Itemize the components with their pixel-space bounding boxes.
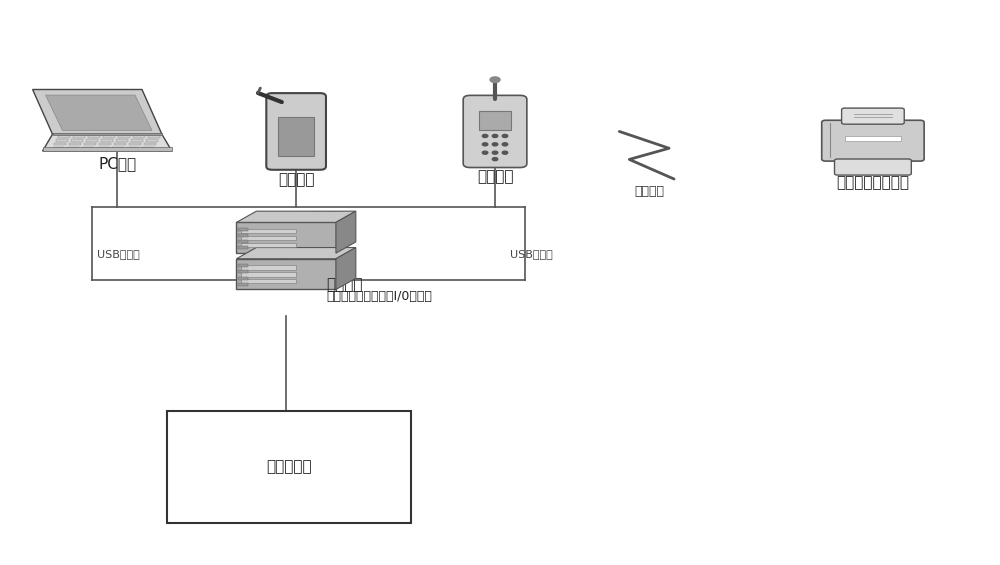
Bar [103,135,115,138]
Bar [238,234,248,237]
Bar [73,135,85,138]
Bar [144,142,156,145]
Bar [129,142,141,145]
Bar [127,146,139,149]
Bar [69,142,81,145]
Bar [238,277,248,280]
Bar [238,240,248,244]
Bar [241,243,296,247]
Bar [99,142,111,145]
Bar [67,146,79,149]
Bar [241,266,296,270]
Bar [167,411,411,523]
Bar [146,139,158,141]
Text: （含数据采集单元及I/0单元）: （含数据采集单元及I/0单元） [326,290,432,303]
Bar [86,139,98,141]
FancyBboxPatch shape [822,120,924,161]
Bar [118,135,130,138]
Bar [58,135,70,138]
Bar [241,279,296,283]
Bar [101,139,113,141]
Bar [71,139,83,141]
Bar [238,228,248,231]
Bar [116,139,128,141]
Polygon shape [336,247,356,289]
Circle shape [502,151,508,154]
Text: USB数据线: USB数据线 [97,249,140,259]
FancyBboxPatch shape [266,93,326,170]
Text: 控制系统: 控制系统 [326,277,362,292]
Circle shape [482,134,488,137]
Circle shape [502,143,508,146]
Bar [236,223,336,253]
Bar [845,136,901,141]
Bar [133,135,145,138]
Text: USB数据线: USB数据线 [510,249,553,259]
Bar [142,146,154,149]
Circle shape [492,134,498,137]
Bar [479,111,511,130]
Bar [278,118,314,156]
Bar [131,139,143,141]
Bar [53,146,64,149]
Bar [241,229,296,233]
Polygon shape [43,134,172,151]
Circle shape [492,158,498,160]
Text: 打印、传真一体机: 打印、传真一体机 [836,175,909,190]
Polygon shape [53,133,162,136]
Bar [56,139,68,141]
Text: 平板终端: 平板终端 [278,172,314,187]
Bar [112,146,124,149]
Text: PC终端: PC终端 [98,157,136,172]
Polygon shape [43,147,172,151]
Polygon shape [46,95,152,131]
Circle shape [492,143,498,146]
Bar [148,135,160,138]
Bar [238,246,248,249]
Bar [238,271,248,273]
Circle shape [482,151,488,154]
Polygon shape [236,247,356,259]
Bar [88,135,100,138]
FancyBboxPatch shape [835,159,911,175]
Bar [241,272,296,277]
Bar [241,236,296,240]
Polygon shape [236,211,356,223]
Bar [84,142,96,145]
Text: 压力校验台: 压力校验台 [266,459,311,475]
Bar [54,142,66,145]
Circle shape [492,151,498,154]
FancyBboxPatch shape [463,95,527,168]
Circle shape [490,77,500,82]
Circle shape [502,134,508,137]
FancyBboxPatch shape [842,108,904,124]
Text: 手机终端: 手机终端 [477,170,513,185]
Text: USB数据线: USB数据线 [301,210,344,220]
Polygon shape [33,89,162,134]
Bar [82,146,94,149]
Bar [97,146,109,149]
Bar [236,259,336,289]
Bar [238,264,248,267]
Text: 通讯链路: 通讯链路 [634,185,664,198]
Bar [238,282,248,286]
Bar [114,142,126,145]
Circle shape [482,143,488,146]
Polygon shape [336,211,356,253]
